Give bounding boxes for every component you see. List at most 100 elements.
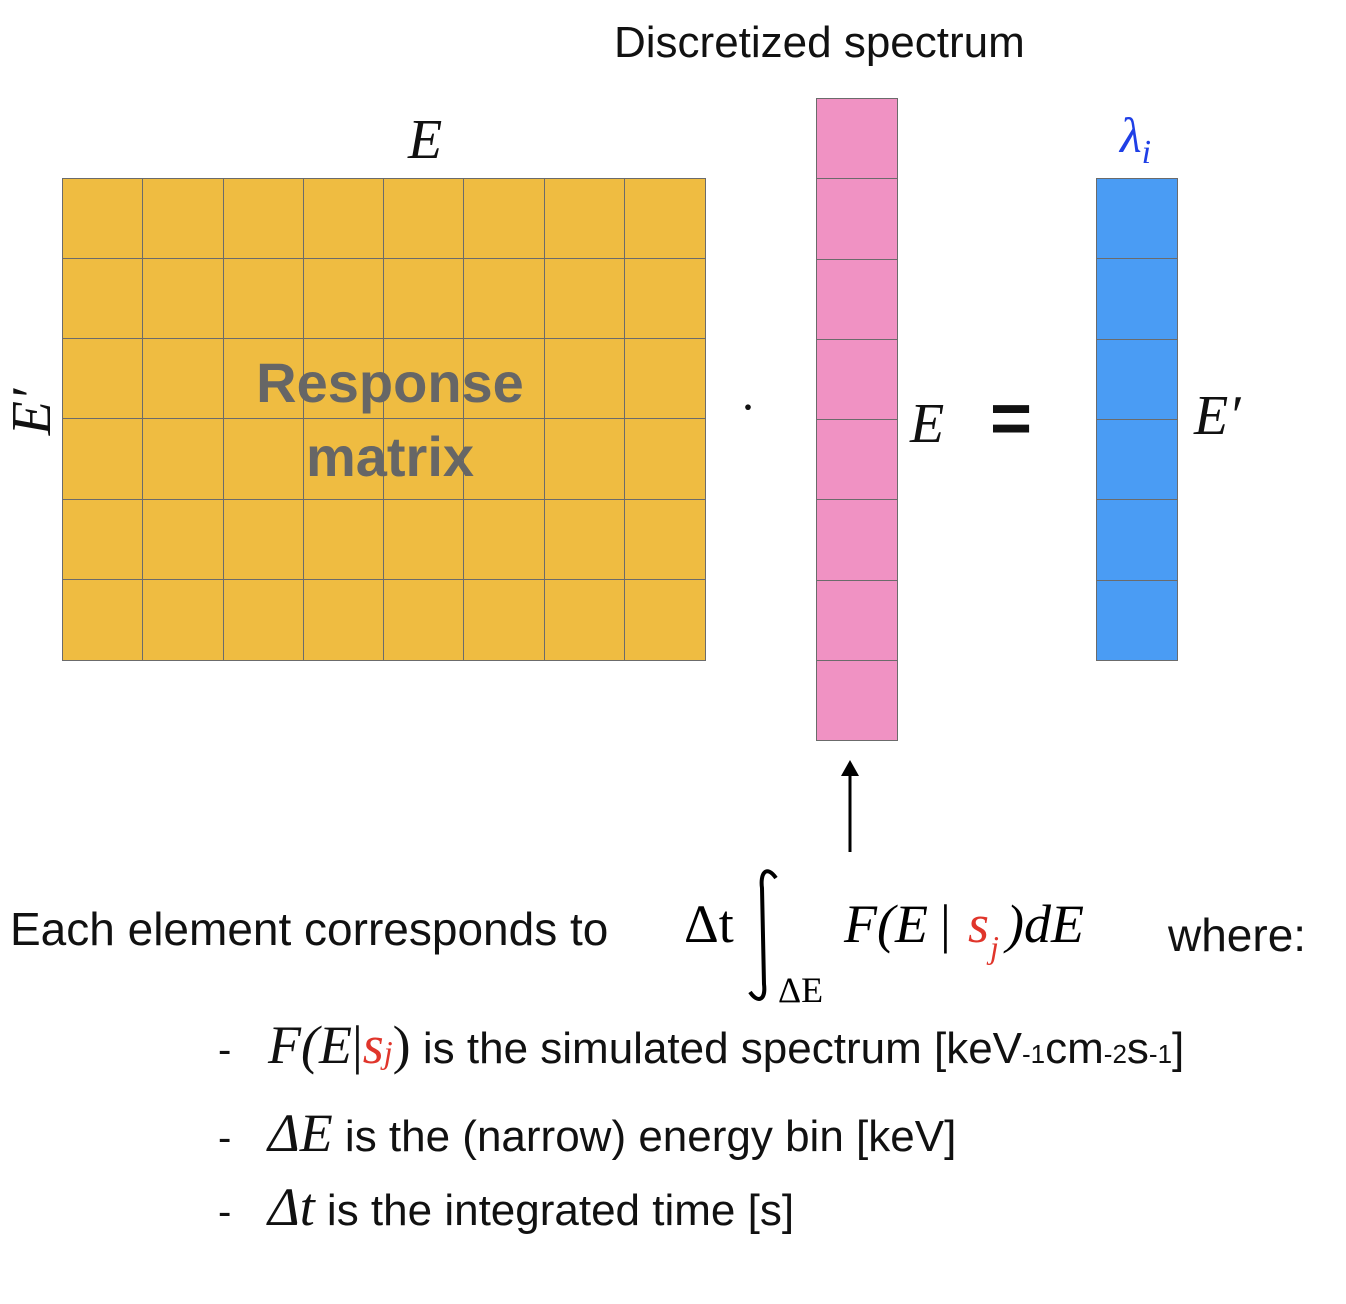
matrix-cell: [143, 179, 224, 260]
formula-integral-subscript: ΔE: [778, 970, 823, 1010]
matrix-cell: [464, 579, 545, 660]
lambda-column: [1096, 178, 1178, 661]
matrix-cell: [223, 339, 304, 420]
bullet-energy-bin: - ΔE is the (narrow) energy bin [keV]: [218, 1102, 956, 1164]
matrix-cell: [304, 579, 384, 660]
matrix-cell: [143, 579, 224, 660]
lambda-cell: [1097, 340, 1177, 420]
matrix-cell: [624, 500, 705, 580]
matrix-cell: [384, 259, 465, 340]
matrix-cell: [624, 339, 705, 420]
matrix-cell: [464, 339, 545, 420]
matrix-cell: [544, 499, 625, 580]
matrix-cell: [303, 259, 384, 340]
bullet-math-s: s: [362, 1015, 384, 1075]
spectrum-title: Discretized spectrum: [614, 18, 1025, 67]
lambda-column-label: E′: [1194, 385, 1241, 447]
spectrum-cell: [817, 420, 897, 501]
matrix-cell: [625, 580, 705, 660]
matrix-cell: [223, 419, 304, 500]
matrix-cell: [464, 419, 545, 500]
equals-operator: =: [990, 379, 1033, 459]
spectrum-column-label: E: [910, 393, 945, 455]
unit-exponent-s: -1: [1148, 1039, 1173, 1069]
where-text: where:: [1168, 909, 1307, 961]
spectrum-cell: [817, 99, 897, 180]
matrix-cell: [63, 179, 144, 260]
up-arrow-icon: [841, 760, 859, 852]
matrix-cell: [384, 419, 465, 500]
unit-s: s: [1126, 1024, 1149, 1073]
formula-delta-t: Δt: [684, 894, 734, 954]
lambda-cell: [1097, 500, 1177, 581]
formula-s-subscript: j: [986, 929, 999, 965]
matrix-cell: [544, 339, 625, 420]
bullet-integrated-time: - Δt is the integrated time [s]: [218, 1176, 794, 1238]
matrix-cell: [223, 499, 304, 580]
matrix-cell: [544, 419, 625, 500]
response-matrix: [62, 178, 706, 661]
matrix-cell: [63, 579, 144, 660]
lambda-cell: [1097, 420, 1177, 501]
matrix-cell: [63, 339, 144, 420]
matrix-cell: [143, 499, 224, 580]
matrix-cell: [223, 259, 304, 340]
matrix-cell: [464, 499, 545, 580]
matrix-cell: [303, 419, 384, 500]
matrix-cell: [384, 499, 465, 580]
matrix-cell: [544, 179, 625, 260]
response-matrix-label-line2: matrix: [305, 425, 475, 488]
matrix-cell: [143, 339, 224, 420]
matrix-cell: [63, 499, 144, 580]
spectrum-cell: [817, 179, 897, 260]
matrix-cell: [384, 179, 465, 260]
bullet-text: is the integrated time [s]: [314, 1186, 795, 1235]
bullet-math-close: ): [392, 1015, 411, 1075]
lambda-label: λi: [1120, 106, 1151, 172]
spectrum-cell: [817, 260, 897, 340]
matrix-cell: [545, 579, 625, 660]
response-matrix-label-line1: Response: [256, 351, 524, 414]
matrix-cell: [224, 579, 304, 660]
spectrum-cell: [817, 661, 897, 740]
unit-close-bracket: ]: [1172, 1024, 1185, 1073]
matrix-cell: [464, 179, 545, 260]
bullet-math-delta-E: ΔE: [268, 1103, 333, 1163]
bullet-dash: -: [218, 1190, 232, 1234]
bullet-dash: -: [218, 1116, 232, 1160]
spectrum-cell: [817, 340, 897, 420]
matrix-cell: [624, 179, 705, 260]
matrix-cell: [143, 419, 224, 500]
formula-s: s: [968, 894, 989, 954]
integral-sign-icon: [748, 869, 778, 1001]
bullet-text: is the simulated spectrum [keV: [410, 1024, 1023, 1073]
bullet-dash: -: [218, 1028, 232, 1072]
lambda-cell: [1097, 179, 1177, 260]
matrix-cell: [303, 179, 384, 260]
matrix-cell: [624, 259, 705, 340]
lambda-cell: [1097, 581, 1177, 660]
formula-bar: |: [940, 894, 951, 954]
bullet-math-delta-t: Δt: [268, 1177, 315, 1237]
matrix-cell: [303, 499, 384, 580]
spectrum-cell: [817, 500, 897, 581]
integral-formula: Δt ΔE F(E | s j )dE: [684, 869, 1084, 1010]
matrix-cell: [544, 259, 625, 340]
matrix-cell: [303, 339, 384, 420]
matrix-cell: [143, 259, 224, 340]
each-element-text: Each element corresponds to: [10, 903, 609, 955]
bullet-math-F: F(E: [268, 1015, 352, 1075]
matrix-cell: [63, 259, 144, 340]
matrix-cell: [464, 259, 545, 340]
matrix-cell: [63, 419, 144, 500]
lambda-subscript: i: [1141, 134, 1152, 171]
matrix-cell: [624, 419, 705, 500]
formula-close: )dE: [1003, 894, 1084, 954]
lambda-cell: [1097, 259, 1177, 340]
matrix-cell: [223, 179, 304, 260]
bullet-text: is the (narrow) energy bin [keV]: [332, 1112, 957, 1161]
matrix-column-label: E: [408, 109, 443, 171]
bullet-math-bar: |: [351, 1015, 363, 1075]
unit-exponent-cm: -2: [1103, 1039, 1127, 1069]
lambda-symbol: λ: [1120, 107, 1142, 163]
